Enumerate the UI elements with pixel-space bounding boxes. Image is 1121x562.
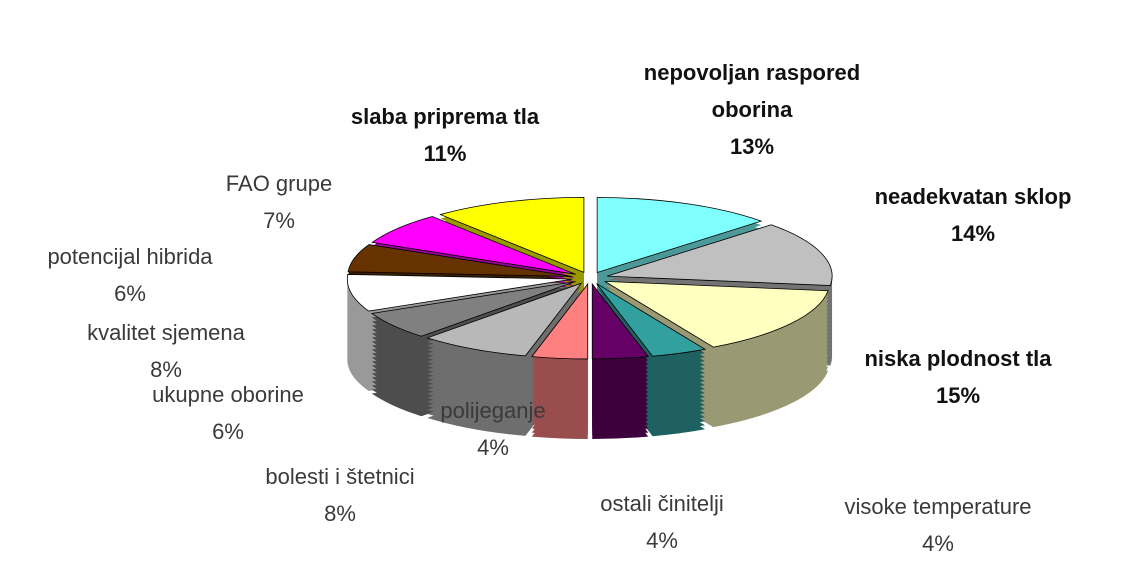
slice-value: 14%: [950, 221, 996, 246]
slice-name: kvalitet sjemena: [87, 320, 245, 345]
pie-slice: [604, 280, 829, 348]
slice-name: potencijal hibrida: [47, 244, 213, 269]
slice-value: 4%: [646, 528, 678, 553]
pie-slice: [606, 224, 833, 286]
pie-slice: [596, 197, 763, 274]
slice-value: 11%: [423, 141, 467, 166]
slice-name: FAO grupe: [225, 171, 333, 196]
slice-value: 15%: [935, 383, 981, 408]
pie-slice: [596, 283, 707, 357]
slice-name: ostali činitelji: [600, 491, 724, 516]
slice-label: potencijal hibrida 6%: [0, 238, 280, 312]
slice-label: neadekvatan sklop 14%: [823, 178, 1121, 252]
pie-slice: [426, 282, 583, 357]
slice-value: 8%: [150, 357, 182, 382]
slice-value: 7%: [263, 208, 295, 233]
pie-slice: [371, 216, 576, 275]
slice-name: slaba priprema tla: [350, 104, 540, 129]
pie-slice: [347, 244, 573, 277]
pie-slice: [591, 282, 649, 360]
slice-label: kvalitet sjemena 8%: [16, 314, 316, 388]
slice-value: 4%: [922, 531, 954, 556]
slice-value: 6%: [114, 281, 146, 306]
slice-name: nepovoljan raspored oborina: [643, 60, 861, 122]
slice-name: visoke temperature: [844, 494, 1032, 519]
slice-label: polijeganje 4%: [343, 392, 643, 466]
slice-label: ostali činitelji 4%: [512, 485, 812, 559]
pie-slice: [346, 274, 573, 312]
slice-value: 8%: [324, 501, 356, 526]
slice-name: bolesti i štetnici: [265, 464, 415, 489]
slice-name: polijeganje: [440, 398, 546, 423]
slice-name: neadekvatan sklop: [874, 184, 1072, 209]
slice-value: 6%: [212, 419, 244, 444]
pie-slice: [370, 281, 576, 337]
slice-value: 4%: [477, 435, 509, 460]
slice-name: niska plodnost tla: [864, 346, 1052, 371]
slice-label: slaba priprema tla 11%: [295, 98, 595, 172]
slice-name: ukupne oborine: [152, 382, 304, 407]
slice-value: 13%: [729, 134, 775, 159]
slice-label: visoke temperature 4%: [788, 488, 1088, 562]
slice-label: FAO grupe 7%: [129, 165, 429, 239]
slice-label: nepovoljan raspored oborina 13%: [602, 54, 902, 165]
pie-slice: [439, 196, 585, 273]
slice-label: niska plodnost tla 15%: [808, 340, 1108, 414]
pie-slice: [531, 282, 589, 360]
slice-label: bolesti i štetnici 8%: [190, 458, 490, 532]
slice-label: ukupne oborine 6%: [78, 376, 378, 450]
